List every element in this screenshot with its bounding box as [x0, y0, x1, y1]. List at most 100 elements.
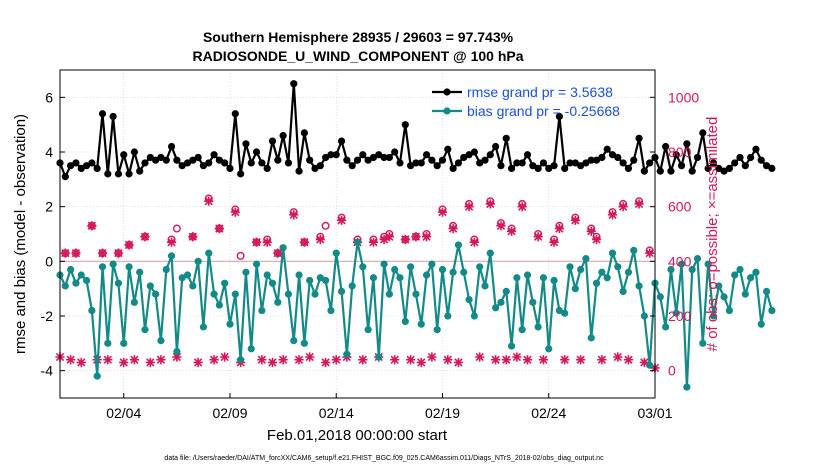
rmse-point — [183, 159, 192, 167]
right-tick-label: 800 — [668, 144, 692, 160]
left-tick-label: 0 — [45, 253, 53, 269]
bias-point — [215, 301, 223, 309]
rmse-point — [523, 151, 532, 159]
obs-assimilated-marker — [119, 357, 129, 368]
obs-assimilated-marker — [549, 237, 559, 247]
bias-point — [141, 326, 149, 334]
rmse-point — [587, 156, 595, 164]
obs-assimilated-marker — [251, 237, 262, 247]
bias-point — [566, 263, 574, 271]
obs-assimilated-marker — [491, 355, 501, 365]
obs-assimilated-marker — [315, 234, 325, 245]
bias-point — [762, 287, 771, 295]
obs-assimilated-marker — [278, 355, 288, 365]
bias-point — [545, 345, 553, 353]
bias-point — [582, 255, 590, 263]
bias-point — [284, 290, 293, 298]
rmse-point — [210, 151, 218, 159]
bias-point — [614, 263, 622, 271]
rmse-point — [768, 164, 776, 172]
bias-series — [56, 238, 776, 391]
bias-point — [550, 276, 558, 285]
obs-assimilated-marker — [204, 196, 214, 206]
bias-point — [481, 282, 489, 290]
obs-assimilated-marker — [71, 248, 81, 258]
rmse-point — [619, 159, 627, 167]
bias-point — [709, 312, 718, 320]
rmse-point — [662, 142, 670, 151]
bias-point — [592, 279, 601, 287]
bias-point — [412, 290, 420, 298]
obs-assimilated-marker — [331, 355, 341, 365]
rmse-point — [449, 164, 457, 172]
left-tick-label: -2 — [41, 308, 54, 324]
obs-assimilated-marker — [172, 352, 182, 362]
y-axis-label-left: rmse and bias (model - observation) — [12, 114, 29, 354]
rmse-point — [688, 167, 696, 175]
bias-point — [555, 306, 563, 315]
bias-point — [194, 257, 202, 265]
bias-point — [322, 276, 330, 285]
rmse-point — [98, 110, 107, 118]
rmse-point — [656, 167, 664, 175]
bias-point — [274, 298, 282, 306]
bias-point — [725, 306, 733, 315]
bias-point — [534, 323, 542, 331]
rmse-point — [412, 159, 420, 167]
bias-point — [258, 306, 266, 315]
bias-point — [646, 361, 654, 369]
obs-assimilated-marker — [586, 226, 596, 236]
bias-point — [205, 249, 213, 257]
rmse-point — [146, 153, 154, 162]
bias-point — [752, 268, 760, 276]
bias-point — [444, 312, 452, 320]
obs-assimilated-marker — [166, 237, 177, 247]
rmse-point — [77, 164, 85, 172]
bias-point — [460, 268, 468, 276]
bias-point — [98, 263, 107, 271]
rmse-point — [88, 159, 96, 167]
bias-point — [768, 306, 776, 315]
rmse-point — [646, 159, 654, 167]
rmse-point — [199, 162, 208, 170]
rmse-point — [237, 170, 245, 178]
obs-assimilated-marker — [639, 357, 649, 368]
rmse-point — [513, 159, 521, 167]
rmse-point — [104, 170, 112, 178]
bias-point — [507, 342, 516, 350]
obs-assimilated-marker — [645, 248, 655, 258]
rmse-point — [380, 153, 388, 162]
bias-point — [529, 298, 537, 306]
obs-assimilated-marker — [512, 352, 522, 362]
obs-assimilated-marker — [533, 232, 543, 242]
rmse-point — [141, 159, 149, 167]
rmse-point — [603, 145, 611, 153]
bias-point — [624, 268, 633, 276]
obs-assimilated-marker — [87, 221, 97, 231]
rmse-point — [205, 159, 213, 167]
bias-point — [417, 320, 425, 328]
obs-assimilated-marker — [257, 355, 267, 365]
bias-point — [157, 337, 165, 345]
bias-point — [237, 356, 245, 364]
rmse-point — [635, 134, 643, 142]
rmse-point — [518, 159, 526, 167]
obs-assimilated-marker — [427, 352, 437, 362]
rmse-point — [258, 159, 266, 167]
bias-point — [715, 282, 723, 290]
bias-point — [667, 265, 675, 274]
y-axis-label-right: # of obs: o=possible; ×=assimilated — [704, 117, 721, 352]
bias-point — [364, 326, 372, 334]
bias-point — [465, 296, 473, 304]
rmse-point — [375, 151, 383, 159]
bias-point — [396, 274, 404, 282]
obs-assimilated-marker — [379, 234, 389, 245]
bias-point — [640, 312, 648, 320]
rmse-point — [136, 167, 144, 175]
x-tick-label: 03/01 — [637, 405, 672, 421]
obs-possible-marker — [321, 221, 330, 230]
bias-point — [741, 290, 749, 298]
rmse-point — [130, 148, 138, 156]
rmse-point — [720, 167, 728, 175]
rmse-point — [422, 151, 431, 159]
